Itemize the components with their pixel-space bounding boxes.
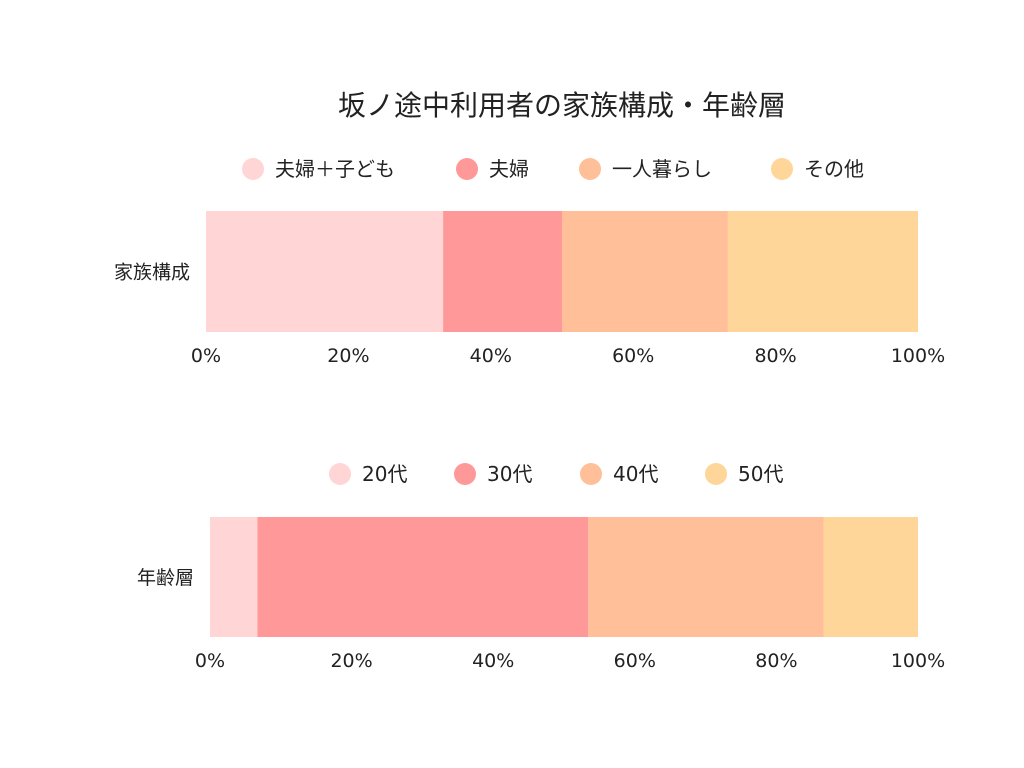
x-tick-label: 100% [891,650,945,672]
bar-segment [257,517,589,637]
legend-label: 30代 [487,462,532,486]
x-tick-label: 0% [195,650,225,672]
legend-label: 50代 [738,462,783,486]
legend-label: 夫婦 [489,157,529,181]
x-tick-label: 60% [614,650,656,672]
x-tick-label: 40% [472,650,514,672]
legend-marker [579,158,601,180]
category-label: 年齢層 [137,567,194,589]
legend-marker [329,463,351,485]
legend-label: 夫婦＋子ども [275,157,395,181]
bar-segment [727,211,918,332]
chart-title: 坂ノ途中利用者の家族構成・年齢層 [337,89,786,122]
bar-segment [823,517,918,637]
legend-marker [771,158,793,180]
legend-label: 40代 [613,462,658,486]
legend-marker [456,158,478,180]
legend-label: 一人暮らし [612,157,712,181]
x-tick-label: 80% [754,345,796,367]
category-label: 家族構成 [114,262,190,284]
x-tick-label: 100% [891,345,945,367]
x-tick-label: 0% [191,345,221,367]
bar-segment [588,517,824,637]
legend-marker [242,158,264,180]
x-tick-label: 60% [612,345,654,367]
x-tick-label: 20% [330,650,372,672]
legend-marker [580,463,602,485]
bar-segment [443,211,562,332]
x-tick-label: 40% [470,345,512,367]
bar-segment [562,211,728,332]
legend-label: 20代 [362,462,407,486]
x-tick-label: 20% [327,345,369,367]
bar-segment [206,211,444,332]
legend-marker [705,463,727,485]
x-tick-label: 80% [755,650,797,672]
bar-segment [210,517,258,637]
legend-marker [454,463,476,485]
legend-label: その他 [804,157,864,181]
